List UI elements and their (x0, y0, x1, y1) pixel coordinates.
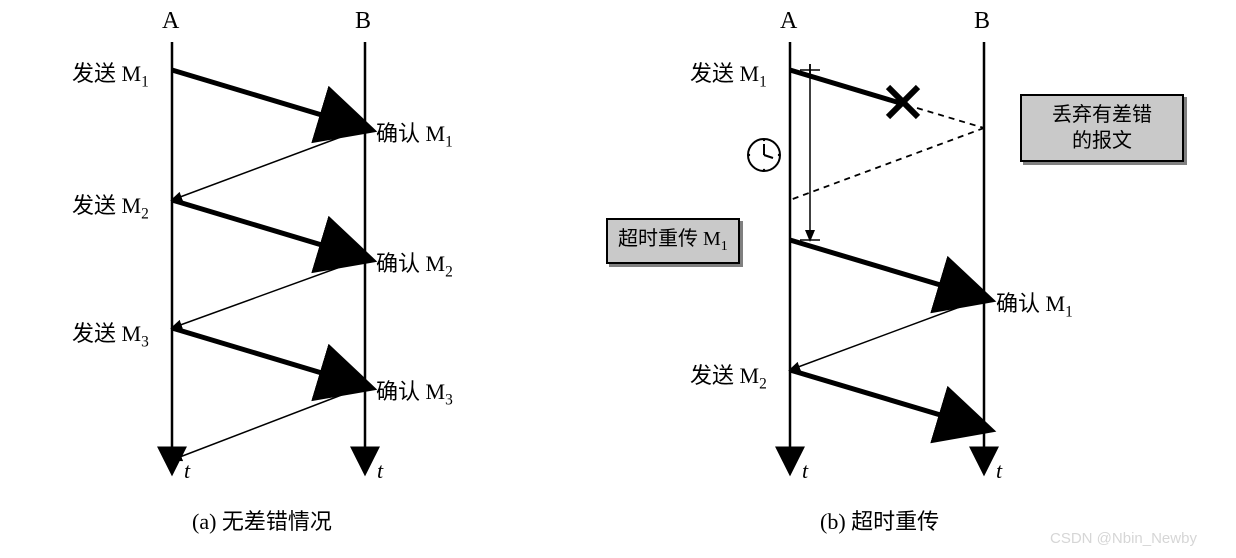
missing-ack-dash (790, 128, 984, 200)
axis-t-b-left: t (377, 458, 383, 484)
ack-m2-arrow (172, 258, 365, 328)
header-b-left: B (355, 8, 371, 35)
send-m1-fail-arrow (790, 70, 900, 103)
label-send-m1-b: 发送 M1 (690, 56, 767, 91)
label-send-m2: 发送 M2 (72, 188, 149, 223)
label-send-m2-b: 发送 M2 (690, 358, 767, 393)
panel-b (748, 42, 984, 470)
send-m2-arrow (172, 200, 365, 258)
label-ack-m1: 确认 M1 (376, 116, 453, 151)
header-a-left: A (162, 8, 179, 35)
lost-packet-dash (917, 108, 984, 128)
ack-m3-arrow (172, 386, 365, 460)
ack-m1-arrow-b (790, 298, 984, 370)
panel-a (172, 42, 365, 470)
send-m2-arrow-b (790, 370, 984, 428)
clock-icon (748, 139, 780, 171)
label-ack-m3: 确认 M3 (376, 374, 453, 409)
retransmit-box: 超时重传 M1 (606, 218, 740, 264)
label-ack-m1-b: 确认 M1 (996, 286, 1073, 321)
diagram-stage: A B A B t t t t 发送 M1 确认 M1 发送 M2 确认 M2 … (0, 0, 1236, 558)
discard-box: 丢弃有差错的报文 (1020, 94, 1184, 162)
label-ack-m2: 确认 M2 (376, 246, 453, 281)
caption-a: (a) 无差错情况 (192, 504, 332, 536)
axis-t-b-right: t (996, 458, 1002, 484)
axis-t-a-right: t (802, 458, 808, 484)
axis-t-a-left: t (184, 458, 190, 484)
label-send-m3: 发送 M3 (72, 316, 149, 351)
ack-m1-arrow (172, 128, 365, 200)
send-m3-arrow (172, 328, 365, 386)
header-b-right: B (974, 8, 990, 35)
retrans-m1-arrow (790, 240, 984, 298)
send-m1-arrow (172, 70, 365, 128)
caption-b: (b) 超时重传 (820, 504, 939, 536)
label-send-m1: 发送 M1 (72, 56, 149, 91)
header-a-right: A (780, 8, 797, 35)
watermark: CSDN @Nbin_Newby (1050, 530, 1197, 547)
